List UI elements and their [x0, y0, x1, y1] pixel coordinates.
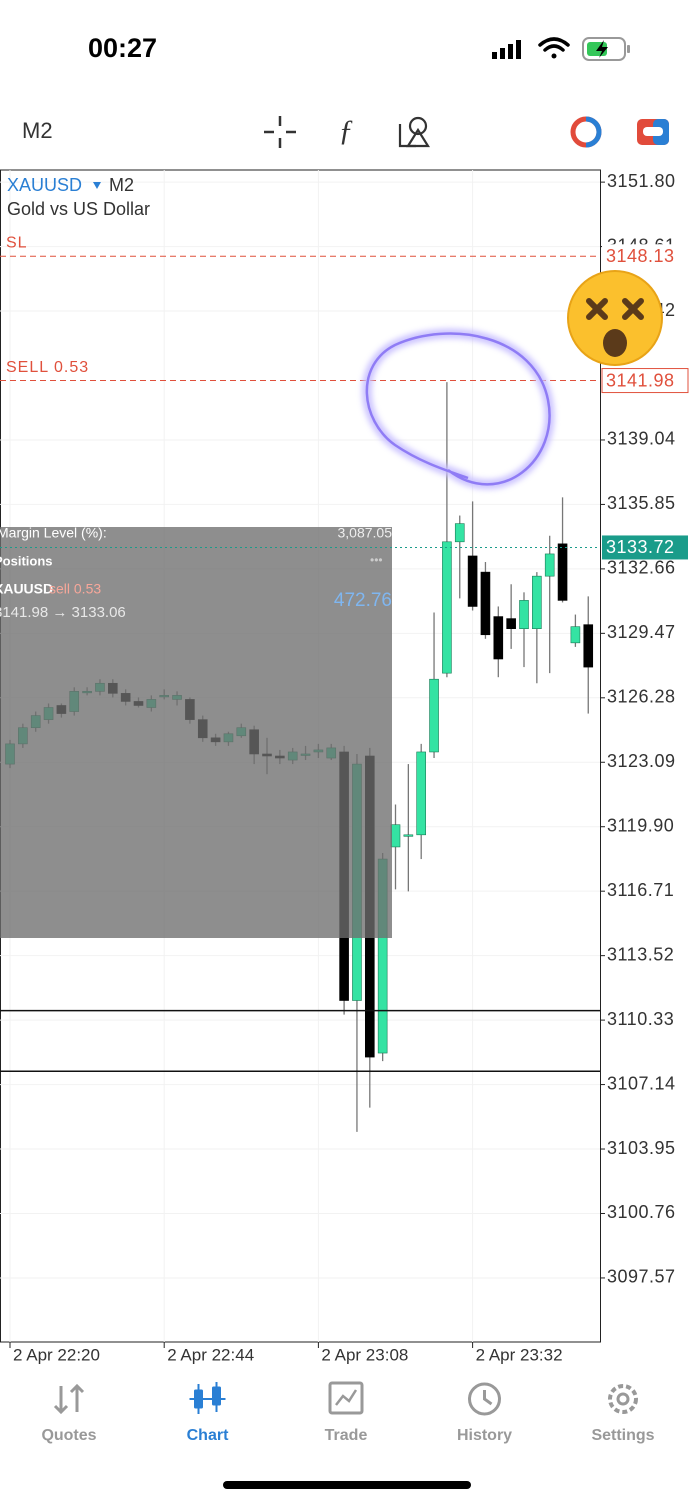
- price-label-box: [601, 368, 689, 394]
- margin-label: Margin Level (%):: [0, 525, 107, 541]
- tab-bar: Quotes Chart Trade History Settings: [41, 1381, 655, 1444]
- tab-icon: [608, 1384, 638, 1414]
- symbol[interactable]: XAUUSD: [7, 175, 82, 195]
- home-indicator: [223, 1481, 471, 1489]
- candle-body: [429, 678, 439, 753]
- wifi-icon: [538, 37, 570, 59]
- tab-label: Chart: [187, 1427, 229, 1444]
- candle-body: [532, 575, 542, 629]
- account-button[interactable]: [637, 119, 669, 145]
- hand-drawn-circle: [361, 328, 555, 490]
- price-label: 3141.98: [606, 370, 675, 390]
- tab-label: Quotes: [41, 1427, 96, 1444]
- candle-body: [390, 824, 401, 848]
- candle-body: [493, 616, 504, 660]
- tab[interactable]: Trade: [325, 1381, 368, 1444]
- signal-icon: [492, 40, 521, 59]
- timeframe-button[interactable]: M2: [22, 118, 53, 143]
- tab-label: Settings: [591, 1427, 654, 1444]
- y-tick-label: 3151.80: [607, 171, 676, 191]
- y-tick-label: 3132.66: [607, 558, 676, 578]
- candle-body: [519, 600, 529, 629]
- candle-body: [544, 553, 555, 577]
- tab[interactable]: History: [457, 1382, 512, 1444]
- y-tick-label: 3097.57: [607, 1267, 676, 1287]
- margin-value: 3,087.05: [338, 525, 393, 541]
- y-tick-label: 3126.28: [607, 687, 676, 707]
- position-profit: 472.76: [334, 590, 392, 611]
- y-tick-label: 3123.09: [607, 751, 676, 771]
- tab-icon: [328, 1381, 364, 1415]
- battery-icon: [582, 37, 630, 61]
- tab[interactable]: Chart: [187, 1382, 229, 1444]
- tab-icon: [189, 1382, 226, 1414]
- price-line-label: SL: [6, 235, 28, 252]
- y-tick-label: 3139.04: [607, 429, 676, 449]
- crosshair-button[interactable]: [264, 116, 296, 148]
- candle-body: [403, 834, 414, 837]
- clock: 00:27: [88, 33, 157, 63]
- candle-body: [416, 751, 427, 836]
- price-label: 3133.72: [606, 537, 675, 557]
- position-prices: 3141.98 → 3133.06: [0, 604, 126, 621]
- more-button[interactable]: •••: [370, 553, 383, 567]
- symbol-description: Gold vs US Dollar: [7, 199, 150, 219]
- tab-label: Trade: [325, 1427, 368, 1444]
- candle-body: [583, 624, 594, 668]
- tab-label: History: [457, 1427, 512, 1444]
- price-label-box: [602, 535, 688, 560]
- price-lines: SL 3148.13 SELL 0.53 3141.98 3133.72: [0, 235, 689, 1072]
- x-tick-label: 2 Apr 22:44: [167, 1345, 254, 1364]
- candle-body: [506, 618, 516, 629]
- positions-heading: Positions: [0, 553, 53, 568]
- positions-panel: Margin Level (%): 3,087.05 Positions •••…: [0, 525, 392, 938]
- time-axis: 2 Apr 22:20 2 Apr 22:44 2 Apr 23:08 2 Apr 2…: [9, 1342, 563, 1364]
- candle-body: [442, 541, 452, 674]
- trade-button[interactable]: [570, 116, 602, 148]
- y-tick-label: 3116.71: [607, 880, 674, 900]
- y-tick-label: 3110.33: [607, 1009, 674, 1029]
- y-tick-label: 3100.76: [607, 1202, 676, 1222]
- position-side: sell 0.53: [49, 581, 101, 597]
- tab-icon: [468, 1382, 501, 1416]
- price-label-box: [602, 244, 688, 269]
- chart-timeframe: M2: [109, 175, 134, 195]
- tab-icon: [53, 1383, 85, 1415]
- price-line-label: SELL 0.53: [6, 359, 89, 376]
- candle-body: [454, 523, 465, 543]
- y-tick-label: 3129.47: [607, 622, 676, 642]
- y-tick-label: 3113.52: [607, 944, 674, 964]
- objects-button[interactable]: [398, 116, 430, 148]
- panel-background: [0, 527, 392, 938]
- candle-body: [557, 543, 568, 601]
- y-tick-label: 3107.14: [607, 1073, 676, 1093]
- tab[interactable]: Quotes: [41, 1383, 97, 1444]
- candle-body: [570, 626, 581, 644]
- price-label: 3148.13: [606, 246, 675, 266]
- x-tick-label: 2 Apr 23:32: [476, 1345, 563, 1364]
- y-tick-label: 3103.95: [607, 1138, 676, 1158]
- y-tick-label: 3119.90: [607, 815, 674, 835]
- tab[interactable]: Settings: [591, 1384, 655, 1444]
- x-tick-label: 2 Apr 22:20: [13, 1345, 100, 1364]
- indicators-button[interactable]: ƒ: [339, 114, 354, 147]
- dizzy-face-emoji: [567, 270, 663, 366]
- x-tick-label: 2 Apr 23:08: [321, 1345, 408, 1364]
- candle-body: [480, 571, 491, 636]
- position-symbol: XAUUSD: [0, 581, 53, 597]
- y-tick-label: 3135.85: [607, 493, 676, 513]
- candle-body: [467, 555, 478, 607]
- symbol-dropdown[interactable]: [93, 182, 101, 189]
